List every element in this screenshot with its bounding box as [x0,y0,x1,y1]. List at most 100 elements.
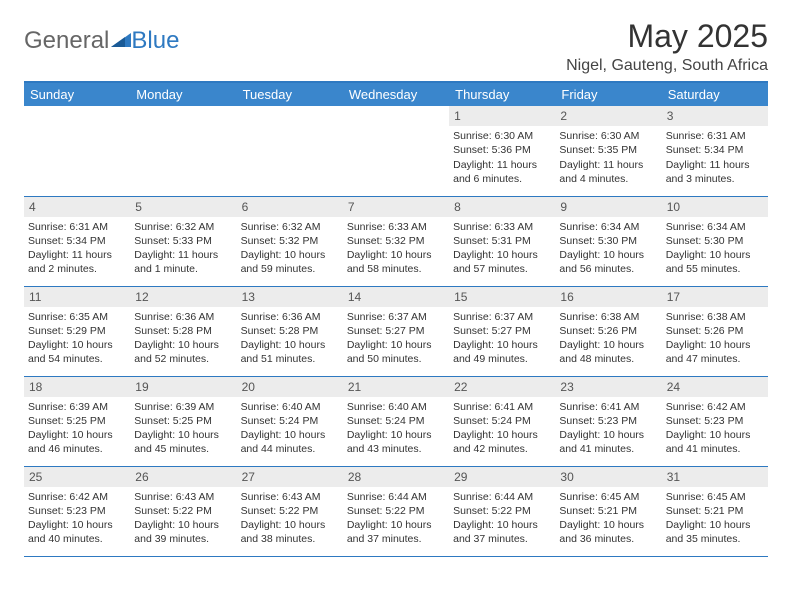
day-number: 22 [449,377,555,397]
day-number: 24 [662,377,768,397]
daylight-line: Daylight: 10 hours and 49 minutes. [453,338,551,366]
day-number: 13 [237,287,343,307]
day-number: 7 [343,197,449,217]
day-number-empty [130,106,236,126]
day-number-empty [237,106,343,126]
day-number: 12 [130,287,236,307]
day-number: 21 [343,377,449,397]
sunset-line: Sunset: 5:24 PM [347,414,445,428]
daylight-line: Daylight: 10 hours and 45 minutes. [134,428,232,456]
calendar-cell: 3Sunrise: 6:31 AMSunset: 5:34 PMDaylight… [662,106,768,196]
location-subtitle: Nigel, Gauteng, South Africa [566,57,768,75]
sunset-line: Sunset: 5:28 PM [134,324,232,338]
day-number: 4 [24,197,130,217]
calendar-week: 1Sunrise: 6:30 AMSunset: 5:36 PMDaylight… [24,106,768,196]
day-number: 19 [130,377,236,397]
sunset-line: Sunset: 5:24 PM [241,414,339,428]
weekday-header: Tuesday [237,82,343,106]
sunrise-line: Sunrise: 6:39 AM [134,400,232,414]
calendar-week: 4 Sunrise: 6:31 AMSunset: 5:34 PM Daylight… [24,196,768,286]
sunset-line: Sunset: 5:25 PM [28,414,126,428]
weekday-header: Monday [130,82,236,106]
daylight-line: Daylight: 10 hours and 43 minutes. [347,428,445,456]
sunrise-line: Sunrise: 6:37 AM [347,310,445,324]
sunrise-line: Sunrise: 6:31 AM [28,220,126,234]
sunrise-line: Sunrise: 6:37 AM [453,310,551,324]
calendar-cell: 8Sunrise: 6:33 AMSunset: 5:31 PMDaylight… [449,196,555,286]
sunset-line: Sunset: 5:22 PM [134,504,232,518]
weekday-header-row: SundayMondayTuesdayWednesdayThursdayFrid… [24,82,768,106]
daylight-line: Daylight: 10 hours and 41 minutes. [666,428,764,456]
daylight-line: Daylight: 10 hours and 35 minutes. [666,518,764,546]
day-number: 8 [449,197,555,217]
calendar-cell: 12 Sunrise: 6:36 AMSunset: 5:28 PMDayligh… [130,286,236,376]
daylight-line: Daylight: 10 hours and 46 minutes. [28,428,126,456]
sunset-line: Sunset: 5:34 PM [28,234,126,248]
daylight-line: Daylight: 10 hours and 47 minutes. [666,338,764,366]
daylight-line: Daylight: 10 hours and 52 minutes. [134,338,232,366]
sunset-line: Sunset: 5:21 PM [559,504,657,518]
sunrise-line: Sunrise: 6:33 AM [453,220,551,234]
sunset-line: Sunset: 5:29 PM [28,324,126,338]
calendar-week: 25Sunrise: 6:42 AMSunset: 5:23 PMDayligh… [24,466,768,556]
sunrise-line: Sunrise: 6:36 AM [134,310,232,324]
month-title: May 2025 [566,18,768,55]
calendar-cell: 9Sunrise: 6:34 AMSunset: 5:30 PMDaylight… [555,196,661,286]
calendar-cell [343,106,449,196]
sunset-line: Sunset: 5:22 PM [241,504,339,518]
sunrise-line: Sunrise: 6:44 AM [347,490,445,504]
day-number: 11 [24,287,130,307]
sunrise-line: Sunrise: 6:44 AM [453,490,551,504]
daylight-line: Daylight: 11 hours and 1 minute. [134,248,232,276]
daylight-line: Daylight: 10 hours and 37 minutes. [453,518,551,546]
sunset-line: Sunset: 5:23 PM [666,414,764,428]
calendar-week: 11Sunrise: 6:35 AMSunset: 5:29 PMDayligh… [24,286,768,376]
daylight-line: Daylight: 10 hours and 44 minutes. [241,428,339,456]
day-number: 15 [449,287,555,307]
sunrise-line: Sunrise: 6:39 AM [28,400,126,414]
daylight-line: Daylight: 10 hours and 54 minutes. [28,338,126,366]
daylight-line: Daylight: 10 hours and 57 minutes. [453,248,551,276]
calendar-cell: 21Sunrise: 6:40 AMSunset: 5:24 PMDayligh… [343,376,449,466]
daylight-line: Daylight: 10 hours and 56 minutes. [559,248,657,276]
day-number: 20 [237,377,343,397]
calendar-cell: 18Sunrise: 6:39 AMSunset: 5:25 PMDayligh… [24,376,130,466]
calendar-cell: 28Sunrise: 6:44 AMSunset: 5:22 PMDayligh… [343,466,449,556]
calendar-table: SundayMondayTuesdayWednesdayThursdayFrid… [24,81,768,557]
calendar-cell: 30Sunrise: 6:45 AMSunset: 5:21 PMDayligh… [555,466,661,556]
calendar-cell: 26Sunrise: 6:43 AMSunset: 5:22 PMDayligh… [130,466,236,556]
day-number: 29 [449,467,555,487]
title-block: May 2025 Nigel, Gauteng, South Africa [566,18,768,75]
day-number: 3 [662,106,768,126]
sunset-line: Sunset: 5:28 PM [241,324,339,338]
sunrise-line: Sunrise: 6:32 AM [241,220,339,234]
day-number: 1 [449,106,555,126]
day-number: 2 [555,106,661,126]
daylight-line: Daylight: 10 hours and 38 minutes. [241,518,339,546]
sunset-line: Sunset: 5:26 PM [559,324,657,338]
daylight-line: Daylight: 10 hours and 37 minutes. [347,518,445,546]
brand-logo: GeneralBlue [24,18,179,56]
sunset-line: Sunset: 5:34 PM [666,143,764,157]
sunset-line: Sunset: 5:25 PM [134,414,232,428]
day-number-empty [24,106,130,126]
sunrise-line: Sunrise: 6:34 AM [666,220,764,234]
calendar-cell: 10Sunrise: 6:34 AMSunset: 5:30 PMDayligh… [662,196,768,286]
page-header: GeneralBlue May 2025 Nigel, Gauteng, Sou… [24,18,768,75]
sunrise-line: Sunrise: 6:43 AM [134,490,232,504]
calendar-body: 1Sunrise: 6:30 AMSunset: 5:36 PMDaylight… [24,106,768,556]
sunrise-line: Sunrise: 6:41 AM [559,400,657,414]
calendar-cell: 23Sunrise: 6:41 AMSunset: 5:23 PMDayligh… [555,376,661,466]
sunset-line: Sunset: 5:27 PM [347,324,445,338]
sunrise-line: Sunrise: 6:45 AM [666,490,764,504]
sunrise-line: Sunrise: 6:38 AM [666,310,764,324]
daylight-line: Daylight: 10 hours and 55 minutes. [666,248,764,276]
daylight-line: Daylight: 10 hours and 58 minutes. [347,248,445,276]
weekday-header: Thursday [449,82,555,106]
calendar-cell: 24Sunrise: 6:42 AMSunset: 5:23 PMDayligh… [662,376,768,466]
daylight-line: Daylight: 10 hours and 42 minutes. [453,428,551,456]
weekday-header: Saturday [662,82,768,106]
day-number: 23 [555,377,661,397]
sunrise-line: Sunrise: 6:30 AM [559,129,657,143]
sunrise-line: Sunrise: 6:43 AM [241,490,339,504]
